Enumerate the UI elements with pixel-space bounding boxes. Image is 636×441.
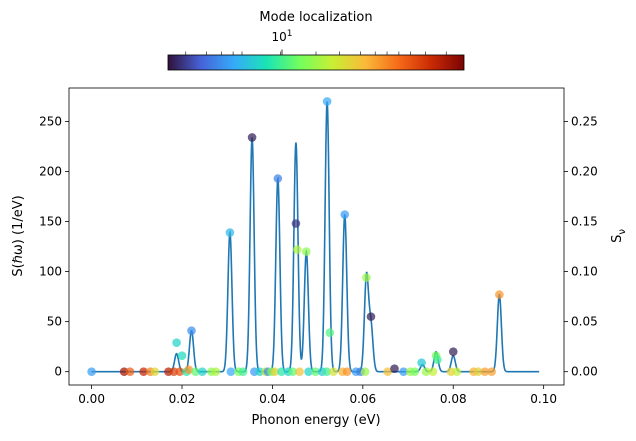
colorbar: Mode localization 101 — [167, 10, 465, 71]
scatter-point — [480, 367, 490, 376]
y-axis-left: 0 50 100 150 200 250 — [39, 114, 69, 379]
scatter-point — [383, 367, 393, 376]
scatter-point — [329, 367, 338, 376]
scatter-point — [495, 290, 504, 299]
scatter-point — [340, 210, 350, 219]
y-left-tick-label: 150 — [39, 215, 62, 229]
scatter-point — [288, 367, 298, 376]
scatter-point — [125, 367, 135, 376]
scatter-point — [325, 328, 335, 337]
x-tick-label: 0.02 — [169, 392, 196, 406]
scatter-point — [295, 367, 304, 376]
x-tick-label: 0.06 — [349, 392, 376, 406]
y-axis-right-label: Sν — [610, 229, 628, 243]
scatter-point — [322, 97, 332, 106]
scatter-point — [291, 219, 301, 228]
x-tick-label: 0.08 — [440, 392, 467, 406]
scatter-point — [177, 351, 187, 360]
scatter-point — [360, 367, 370, 376]
scatter-point — [87, 367, 96, 376]
scatter-point — [304, 367, 313, 376]
scatter-point — [119, 367, 129, 376]
scatter-point — [311, 367, 320, 376]
y-right-tick-label: 0.15 — [571, 215, 598, 229]
x-tick-label: 0.10 — [530, 392, 557, 406]
scatter-point — [390, 364, 399, 373]
plot-area — [68, 87, 565, 386]
scatter-point — [139, 367, 148, 376]
y-right-tick-label: 0.05 — [571, 315, 598, 329]
y-axis-right: 0.00 0.05 0.10 0.15 0.20 0.25 — [564, 114, 598, 379]
scatter-point — [211, 367, 221, 376]
scatter-point — [302, 247, 311, 256]
y-left-tick-label: 0 — [54, 365, 62, 379]
scatter-point — [238, 367, 248, 376]
scatter-point — [198, 367, 207, 376]
scatter-point — [366, 312, 376, 321]
scatter-point — [187, 326, 196, 335]
scatter-point — [473, 367, 483, 376]
scatter-point — [448, 347, 458, 356]
scatter-point — [322, 367, 331, 376]
scatter-point — [362, 273, 371, 282]
scatter-point — [247, 133, 257, 142]
colorbar-label: Mode localization — [259, 10, 372, 25]
y-left-tick-label: 50 — [47, 315, 62, 329]
y-right-tick-label: 0.00 — [571, 365, 598, 379]
scatter-point — [421, 367, 431, 376]
colorbar-tick-label: 101 — [271, 29, 292, 44]
scatter-point — [273, 174, 283, 183]
scatter-point — [428, 367, 438, 376]
scatter-point — [184, 365, 194, 374]
scatter-point — [487, 367, 496, 376]
scatter-point — [342, 367, 352, 376]
colorbar-ticks — [185, 49, 447, 55]
x-axis-label: Phonon energy (eV) — [251, 413, 380, 428]
scatter-layer — [87, 97, 504, 376]
scatter-point — [452, 367, 462, 376]
scatter-point — [226, 367, 236, 376]
x-tick-label: 0.04 — [259, 392, 286, 406]
scatter-point — [175, 367, 185, 376]
y-right-tick-label: 0.20 — [571, 164, 598, 178]
scatter-point — [270, 367, 279, 376]
scatter-point — [225, 228, 235, 237]
y-axis-left-label: S(ℏω) (1/eV) — [11, 195, 26, 276]
y-left-tick-label: 200 — [39, 164, 62, 178]
scatter-point — [172, 338, 181, 347]
y-right-tick-label: 0.10 — [571, 265, 598, 279]
y-right-tick-label: 0.25 — [571, 114, 598, 128]
scatter-point — [277, 367, 286, 376]
scatter-point — [433, 355, 442, 364]
scatter-point — [417, 358, 426, 367]
scatter-point — [399, 367, 408, 376]
x-tick-label: 0.00 — [78, 392, 105, 406]
y-left-tick-label: 250 — [39, 114, 62, 128]
scatter-point — [150, 367, 160, 376]
x-axis: 0.00 0.02 0.04 0.06 0.08 0.10 — [78, 385, 557, 406]
scatter-point — [292, 245, 302, 254]
scatter-point — [410, 367, 420, 376]
y-left-tick-label: 100 — [39, 265, 62, 279]
colorbar-gradient — [167, 54, 465, 71]
scatter-point — [191, 367, 200, 376]
